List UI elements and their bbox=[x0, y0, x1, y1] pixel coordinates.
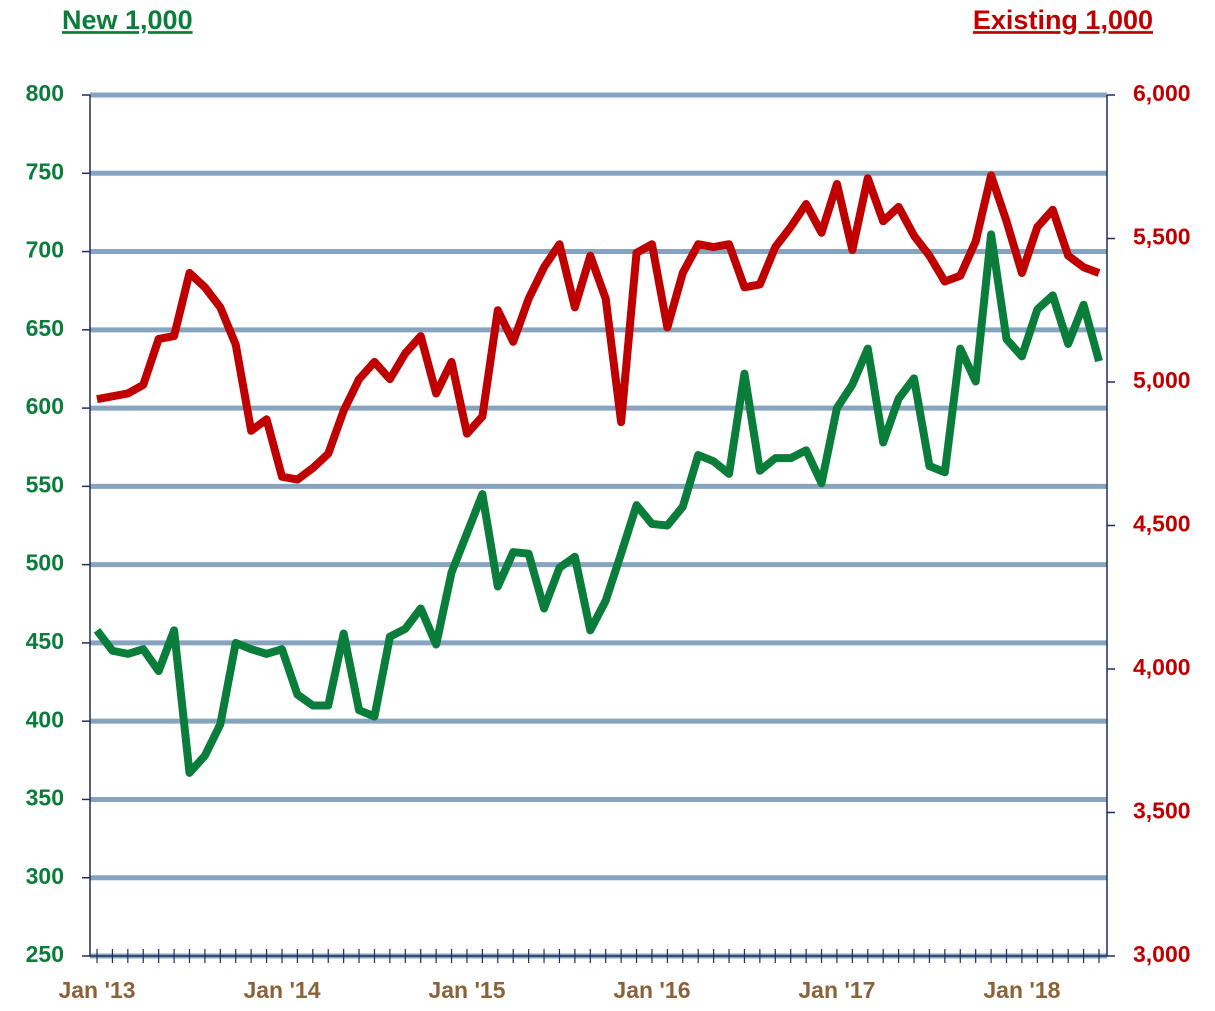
y-tick-label: 500 bbox=[26, 550, 64, 576]
y2-tick-label: 3,000 bbox=[1133, 941, 1191, 967]
y-tick-label: 450 bbox=[26, 628, 64, 654]
line-series bbox=[96, 171, 1101, 484]
line-series bbox=[93, 230, 1103, 777]
x-tick-label: Jan '13 bbox=[58, 977, 135, 1003]
right-axis-title: Existing 1,000 bbox=[973, 5, 1153, 35]
y-tick-label: 700 bbox=[26, 237, 64, 263]
y-tick-label: 400 bbox=[26, 706, 64, 732]
left-axis-title: New 1,000 bbox=[62, 5, 193, 35]
y-tick-label: 750 bbox=[26, 158, 64, 184]
y-tick-label: 250 bbox=[26, 941, 64, 967]
x-tick-label: Jan '15 bbox=[428, 977, 505, 1003]
y2-tick-label: 3,500 bbox=[1133, 798, 1191, 824]
x-tick-label: Jan '14 bbox=[243, 977, 320, 1003]
y2-tick-label: 5,000 bbox=[1133, 367, 1191, 393]
y-tick-label: 800 bbox=[26, 80, 64, 106]
y2-tick-label: 6,000 bbox=[1133, 80, 1191, 106]
x-tick-label: Jan '16 bbox=[613, 977, 690, 1003]
y-tick-label: 350 bbox=[26, 785, 64, 811]
y-tick-label: 300 bbox=[26, 863, 64, 889]
y2-tick-label: 4,000 bbox=[1133, 654, 1191, 680]
y2-tick-label: 5,500 bbox=[1133, 224, 1191, 250]
y-tick-label: 600 bbox=[26, 393, 64, 419]
y2-tick-label: 4,500 bbox=[1133, 511, 1191, 537]
y-tick-label: 550 bbox=[26, 471, 64, 497]
y-tick-label: 650 bbox=[26, 315, 64, 341]
x-tick-label: Jan '17 bbox=[798, 977, 875, 1003]
x-tick-label: Jan '18 bbox=[983, 977, 1060, 1003]
